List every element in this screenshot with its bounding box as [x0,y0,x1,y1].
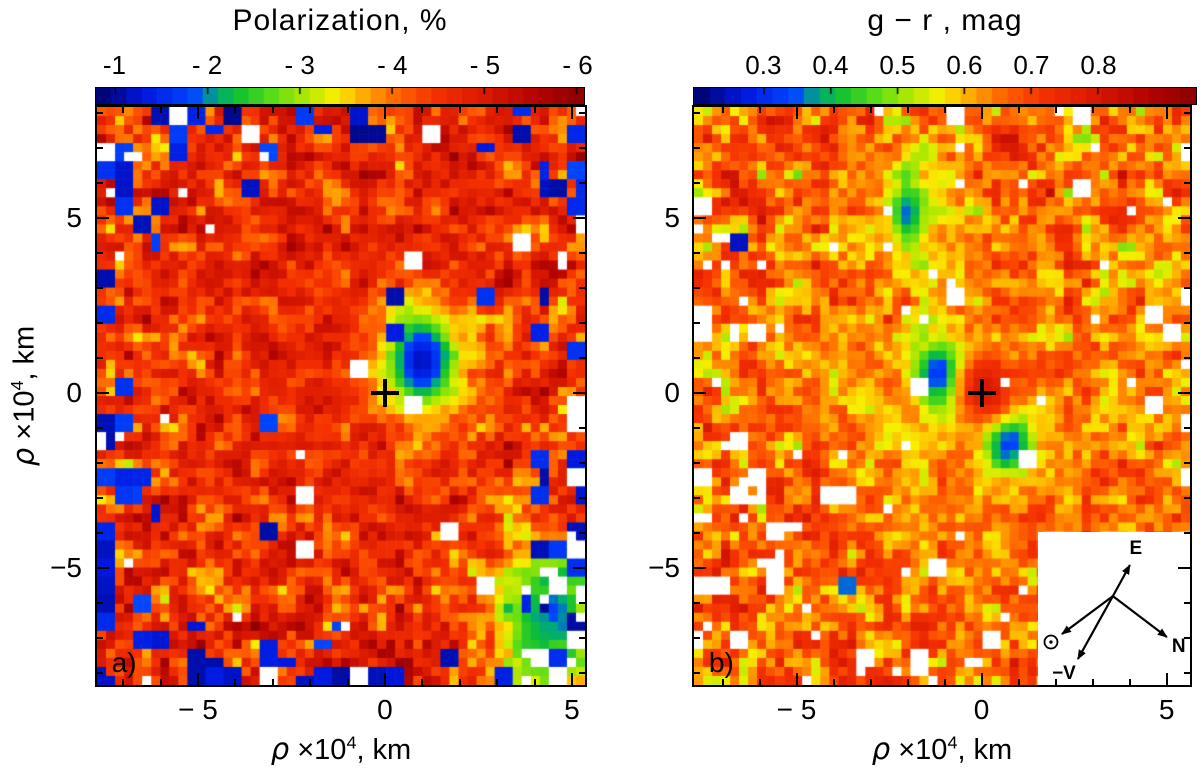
colorbar-tick-label: - 5 [469,50,501,80]
x-axis-title-a: ρ ×104, km [97,732,585,767]
colorbar-title-polarization: Polarization, % [232,4,448,37]
colorbar-tick-label: 0.6 [946,50,983,80]
colorbar-title-color: g − r , mag [867,4,1023,37]
rho-symbol: ρ [6,447,41,467]
colorbar-tick-label: 0.8 [1080,50,1117,80]
y-tick-label: 0 [664,377,680,409]
colorbar-tick-label: -1 [102,50,126,80]
colorbar-tick-label: 0.7 [1013,50,1050,80]
nucleus-marker-b [967,379,996,408]
colorbar-tick-label: 0.4 [812,50,849,80]
unit-km: , km [8,325,41,381]
colorbar-tick-label: - 4 [377,50,408,80]
panel-label-a: a) [111,647,137,679]
compass-arrow-sunward [1061,595,1114,635]
compass-label-minus-v: −V [1052,663,1076,684]
colorbar-tick-label: 0.3 [745,50,782,80]
panel-label-b: b) [708,647,734,679]
times-ten: ×10 [890,734,948,766]
colorbar-tick-labels-color: 0.3 0.4 0.5 0.6 0.7 0.8 [693,50,1197,82]
unit-km: , km [356,734,412,766]
x-tick-label: 5 [564,694,580,725]
sky-plane-compass-inset: E N −V [1038,531,1190,685]
exponent: 4 [947,732,958,753]
y-tick-labels-a: 5 0 −5 [30,107,88,685]
compass-arrow-north [1112,595,1168,638]
sun-symbol-icon [1043,634,1059,650]
y-axis-title: ρ ×104, km [7,326,42,466]
map-panel-a: a) [95,105,587,687]
y-tick-label: −5 [648,552,680,584]
unit-km: , km [957,734,1013,766]
rho-symbol: ρ [871,732,891,766]
compass-arrow-east [1112,564,1132,597]
y-tick-label: 5 [66,202,82,234]
compass-arrow-minus-v [1077,595,1115,660]
colorbar-tick-labels-polarization: -1 - 2 - 3 - 4 - 5 - 6 [95,50,593,82]
x-tick-labels-b: − 5 0 5 [694,694,1190,730]
colorbar-tick-label: - 2 [191,50,223,80]
x-tick-label: − 5 [776,694,817,725]
x-tick-labels-a: − 5 0 5 [97,694,585,730]
rho-symbol: ρ [270,732,290,766]
colorbar-color [693,87,1197,105]
map-panel-b: E N −V b) [692,105,1192,687]
sun-symbol-dot [1049,640,1053,644]
x-tick-label: 0 [377,694,393,725]
y-tick-label: 0 [66,377,82,409]
compass-label-east: E [1130,538,1143,559]
exponent: 4 [6,380,27,391]
exponent: 4 [346,732,357,753]
x-tick-label: 0 [973,694,990,725]
nucleus-marker-a [370,379,399,408]
colorbar-tick-label: - 6 [562,50,593,80]
colorbar-tick-label: 0.5 [879,50,916,80]
y-tick-labels-b: 5 0 −5 [628,107,686,685]
times-ten: ×10 [8,390,41,448]
colorbar-tick-label: - 3 [284,50,315,80]
y-tick-label: −5 [50,552,82,584]
colorbar-gradient-color [694,88,1196,104]
polarization-heatmap-canvas [97,107,585,685]
colorbar-gradient-polarization [96,88,584,104]
colorbar-polarization [95,87,585,105]
compass-label-north: N [1172,636,1186,657]
x-tick-label: 5 [1158,694,1175,725]
y-tick-label: 5 [664,202,680,234]
x-axis-title-b: ρ ×104, km [694,732,1190,767]
x-tick-label: − 5 [178,694,218,725]
times-ten: ×10 [289,734,347,766]
